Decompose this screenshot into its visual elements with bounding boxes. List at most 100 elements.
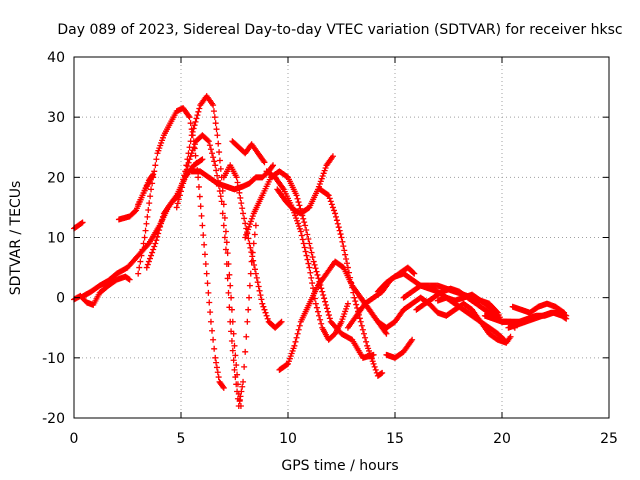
data-point [237, 194, 244, 201]
data-point [321, 167, 328, 174]
data-point [334, 220, 341, 227]
data-point [216, 188, 223, 195]
data-point [151, 168, 158, 175]
data-point [176, 192, 183, 199]
data-point [261, 306, 268, 313]
data-point [223, 260, 230, 267]
data-point [219, 210, 226, 217]
data-point [260, 158, 267, 165]
data-point [290, 207, 297, 214]
data-point [317, 178, 324, 185]
data-point [358, 322, 365, 329]
data-point [348, 279, 355, 286]
data-point [214, 132, 221, 139]
data-point [329, 204, 336, 211]
data-point [221, 214, 228, 221]
data-point [225, 289, 232, 296]
series-arc-11 [242, 168, 377, 361]
data-point [190, 125, 197, 132]
data-point [202, 260, 209, 267]
data-point [246, 294, 253, 301]
data-point [296, 322, 303, 329]
data-point [185, 112, 192, 119]
data-point [231, 342, 238, 349]
series-arc-8 [188, 162, 277, 193]
data-point [240, 210, 247, 217]
data-point [181, 173, 188, 180]
data-point [226, 304, 233, 311]
series-arc-17 [357, 294, 514, 346]
data-point [308, 249, 315, 256]
data-point [156, 227, 163, 234]
x-tick-label: 15 [386, 431, 404, 447]
data-point [343, 255, 350, 262]
data-point [220, 201, 227, 208]
data-point [249, 213, 256, 220]
data-point [338, 234, 345, 241]
data-point [219, 383, 226, 390]
data-point [244, 229, 251, 236]
data-point [257, 292, 264, 299]
data-point [215, 374, 222, 381]
data-point [152, 240, 159, 247]
data-point [190, 144, 197, 151]
data-point [187, 120, 194, 127]
data-point [302, 222, 309, 229]
data-point [327, 198, 334, 205]
data-point [344, 260, 351, 267]
data-point [242, 348, 249, 355]
data-point [235, 184, 242, 191]
data-point [229, 347, 236, 354]
data-point [254, 279, 261, 286]
data-point [240, 378, 247, 385]
data-point [305, 236, 312, 243]
data-point [342, 251, 349, 258]
data-point [291, 342, 298, 349]
data-point [295, 199, 302, 206]
series-arc-19 [383, 336, 416, 361]
data-point [299, 236, 306, 243]
data-point [188, 150, 195, 157]
data-point [144, 241, 151, 248]
data-point [315, 183, 322, 190]
data-point [332, 213, 339, 220]
data-point [351, 294, 358, 301]
data-point [312, 265, 319, 272]
data-point [336, 227, 343, 234]
data-point [180, 180, 187, 187]
data-point [238, 200, 245, 207]
data-point [246, 221, 253, 228]
data-point [251, 262, 258, 269]
data-point [243, 333, 250, 340]
data-point [201, 241, 208, 248]
series-arc-6 [143, 93, 244, 409]
x-tick-label: 0 [70, 431, 79, 447]
data-point [213, 167, 220, 174]
data-point [140, 240, 147, 247]
series-arc-10 [220, 162, 285, 331]
data-point [259, 300, 266, 307]
data-point [309, 254, 316, 261]
data-point [324, 191, 331, 198]
data-point [238, 388, 245, 395]
data-point [349, 284, 356, 291]
data-point [357, 318, 364, 325]
data-point [186, 114, 193, 121]
data-point [296, 225, 303, 232]
data-point [246, 223, 253, 230]
data-point [294, 220, 301, 227]
data-point [293, 215, 300, 222]
data-point [211, 158, 218, 165]
data-point [332, 210, 339, 217]
series-arc-7 [173, 132, 259, 409]
data-point [340, 243, 347, 250]
data-point [187, 153, 194, 160]
data-point [206, 142, 213, 149]
data-point [260, 303, 267, 310]
data-point [126, 276, 133, 283]
data-point [139, 246, 146, 253]
data-point [319, 172, 326, 179]
data-point [207, 146, 214, 153]
data-point [143, 220, 150, 227]
